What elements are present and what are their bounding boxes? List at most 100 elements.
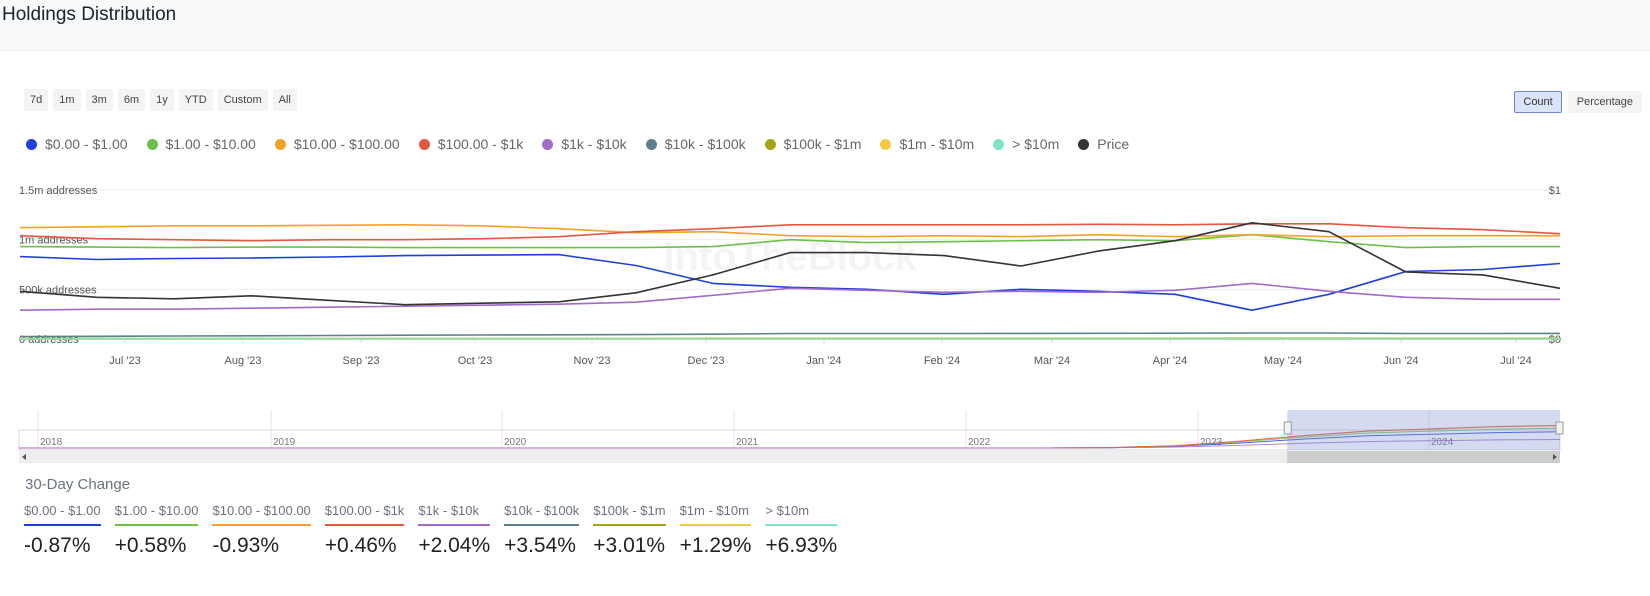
range-button-6m[interactable]: 6m [117, 89, 146, 111]
series-line-10k-100k[interactable] [19, 332, 1561, 338]
change-label: > $10m [765, 503, 838, 526]
legend-label: $1.00 - $10.00 [165, 136, 256, 152]
series-line-10-00-100-00[interactable] [19, 224, 1560, 238]
navigator-year-label: 2023 [1200, 437, 1223, 448]
range-button-custom[interactable]: Custom [217, 89, 268, 111]
legend-label: $0.00 - $1.00 [45, 136, 128, 152]
x-tick-label: Aug '23 [225, 355, 262, 367]
change-item-100-00-1k: $100.00 - $1k +0.46% [324, 503, 405, 558]
scroll-left-arrow-icon[interactable] [22, 454, 26, 460]
navigator-selection[interactable] [1287, 410, 1560, 450]
x-tick-label: May '24 [1264, 355, 1302, 367]
legend-dot-icon [645, 138, 657, 150]
page-title: Holdings Distribution [2, 4, 177, 25]
change-label: $1k - $10k [418, 503, 491, 526]
legend-dot-icon [146, 138, 158, 150]
navigator-year-label: 2018 [40, 437, 63, 448]
y-right-tick-label: $1 [1549, 185, 1561, 197]
change-section-title: 30-Day Change [25, 476, 131, 493]
change-value: -0.87% [24, 534, 91, 557]
range-selector: 7d 1m 3m 6m 1y YTD Custom All [24, 89, 297, 111]
navigator-handle[interactable] [1283, 421, 1292, 435]
series-line-100-00-1k[interactable] [19, 223, 1561, 242]
range-button-7d[interactable]: 7d [24, 89, 49, 111]
change-label: $100k - $1m [593, 503, 666, 526]
change-value: +3.01% [593, 534, 666, 557]
scroll-right-arrow-icon[interactable] [1553, 454, 1557, 460]
change-summary: $0.00 - $1.00 -0.87% $1.00 - $10.00 +0.58% $… [24, 503, 838, 558]
legend-dot-icon [880, 138, 892, 150]
legend-label: $1k - $10k [561, 136, 627, 152]
percentage-button[interactable]: Percentage [1567, 91, 1642, 113]
change-label: $100.00 - $1k [324, 503, 405, 526]
x-tick-label: Sep '23 [343, 355, 380, 367]
count-button[interactable]: Count [1514, 91, 1562, 113]
legend-label: $1m - $10m [899, 136, 975, 152]
change-item-1m-10m: $1m - $10m +1.29% [679, 503, 752, 558]
navigator-scrollbar-thumb[interactable] [1287, 451, 1560, 463]
range-button-1y[interactable]: 1y [150, 89, 174, 111]
change-item-10m: > $10m +6.93% [765, 503, 838, 558]
change-label: $1m - $10m [679, 503, 752, 526]
legend-label: Price [1097, 136, 1130, 152]
change-value: +0.58% [114, 534, 187, 557]
navigator-year-label: 2019 [273, 437, 296, 448]
navigator-year-label: 2024 [1431, 437, 1454, 448]
watermark-text: IntoTheBlock [663, 235, 917, 279]
range-button-1m[interactable]: 1m [53, 89, 81, 111]
series-line-0-00-1-00[interactable] [19, 253, 1561, 311]
legend-item-100k-1m[interactable]: $100k - $1m [764, 136, 862, 152]
change-value: +3.54% [504, 534, 576, 557]
series-lines [19, 222, 1561, 340]
chart-legend: $0.00 - $1.00 $1.00 - $10.00 $10.00 - $100… [26, 136, 1129, 152]
legend-label: $10k - $100k [664, 136, 746, 152]
legend-label: > $10m [1012, 136, 1060, 152]
change-label: $1.00 - $10.00 [114, 503, 199, 526]
legend-item-price[interactable]: Price [1078, 136, 1129, 152]
legend-dot-icon [418, 138, 430, 150]
legend-dot-icon [542, 138, 554, 150]
legend-item-10k-100k[interactable]: $10k - $100k [645, 136, 746, 152]
change-label: $0.00 - $1.00 [24, 503, 101, 526]
legend-item-100-00-1k[interactable]: $100.00 - $1k [418, 136, 524, 152]
y-right-tick-label: $0 [1549, 334, 1561, 346]
series-line-1k-10k[interactable] [19, 282, 1560, 311]
legend-dot-icon [26, 138, 37, 150]
navigator-scrollbar-track[interactable] [19, 451, 1560, 463]
change-item-10-00-100-00: $10.00 - $100.00 -0.93% [212, 503, 311, 558]
navigator-series-line [19, 439, 1561, 449]
change-value: +6.93% [765, 534, 838, 557]
change-label: $10k - $100k [504, 503, 580, 526]
x-tick-label: Feb '24 [924, 355, 960, 367]
change-value: +1.29% [679, 534, 752, 557]
legend-label: $100.00 - $1k [437, 136, 524, 152]
legend-item-1m-10m[interactable]: $1m - $10m [880, 136, 974, 152]
legend-label: $10.00 - $100.00 [293, 136, 400, 152]
x-tick-label: Dec '23 [688, 355, 725, 367]
change-item-1-00-10-00: $1.00 - $10.00 +0.58% [114, 503, 199, 558]
navigator-year-label: 2021 [736, 437, 759, 448]
series-line-1-00-10-00[interactable] [19, 233, 1560, 249]
legend-item-1-00-10-00[interactable]: $1.00 - $10.00 [146, 136, 256, 152]
legend-label: $100k - $1m [783, 136, 862, 152]
legend-item-1k-10k[interactable]: $1k - $10k [542, 136, 627, 152]
legend-item-10-00-100-00[interactable]: $10.00 - $100.00 [274, 136, 400, 152]
x-tick-label: Jun '24 [1383, 355, 1418, 367]
navigator-year-label: 2020 [504, 437, 527, 448]
navigator-year-label: 2022 [968, 437, 991, 448]
range-navigator[interactable]: 2018 2019 2020 2021 2022 2023 2024 [0, 410, 1650, 470]
range-button-all[interactable]: All [272, 89, 297, 111]
change-item-0-00-1-00: $0.00 - $1.00 -0.87% [24, 503, 101, 558]
change-value: +0.46% [324, 534, 397, 557]
range-button-ytd[interactable]: YTD [178, 89, 213, 111]
series-line-price[interactable] [19, 222, 1561, 306]
legend-dot-icon [993, 138, 1005, 150]
x-tick-label: Jan '24 [806, 355, 841, 367]
range-button-3m[interactable]: 3m [85, 89, 113, 111]
legend-item-10m[interactable]: > $10m [993, 136, 1059, 152]
page-header: Holdings Distribution [0, 0, 1650, 51]
legend-item-0-00-1-00[interactable]: $0.00 - $1.00 [26, 136, 128, 152]
x-tick-label: Nov '23 [574, 355, 611, 367]
navigator-handle[interactable] [1555, 421, 1564, 435]
